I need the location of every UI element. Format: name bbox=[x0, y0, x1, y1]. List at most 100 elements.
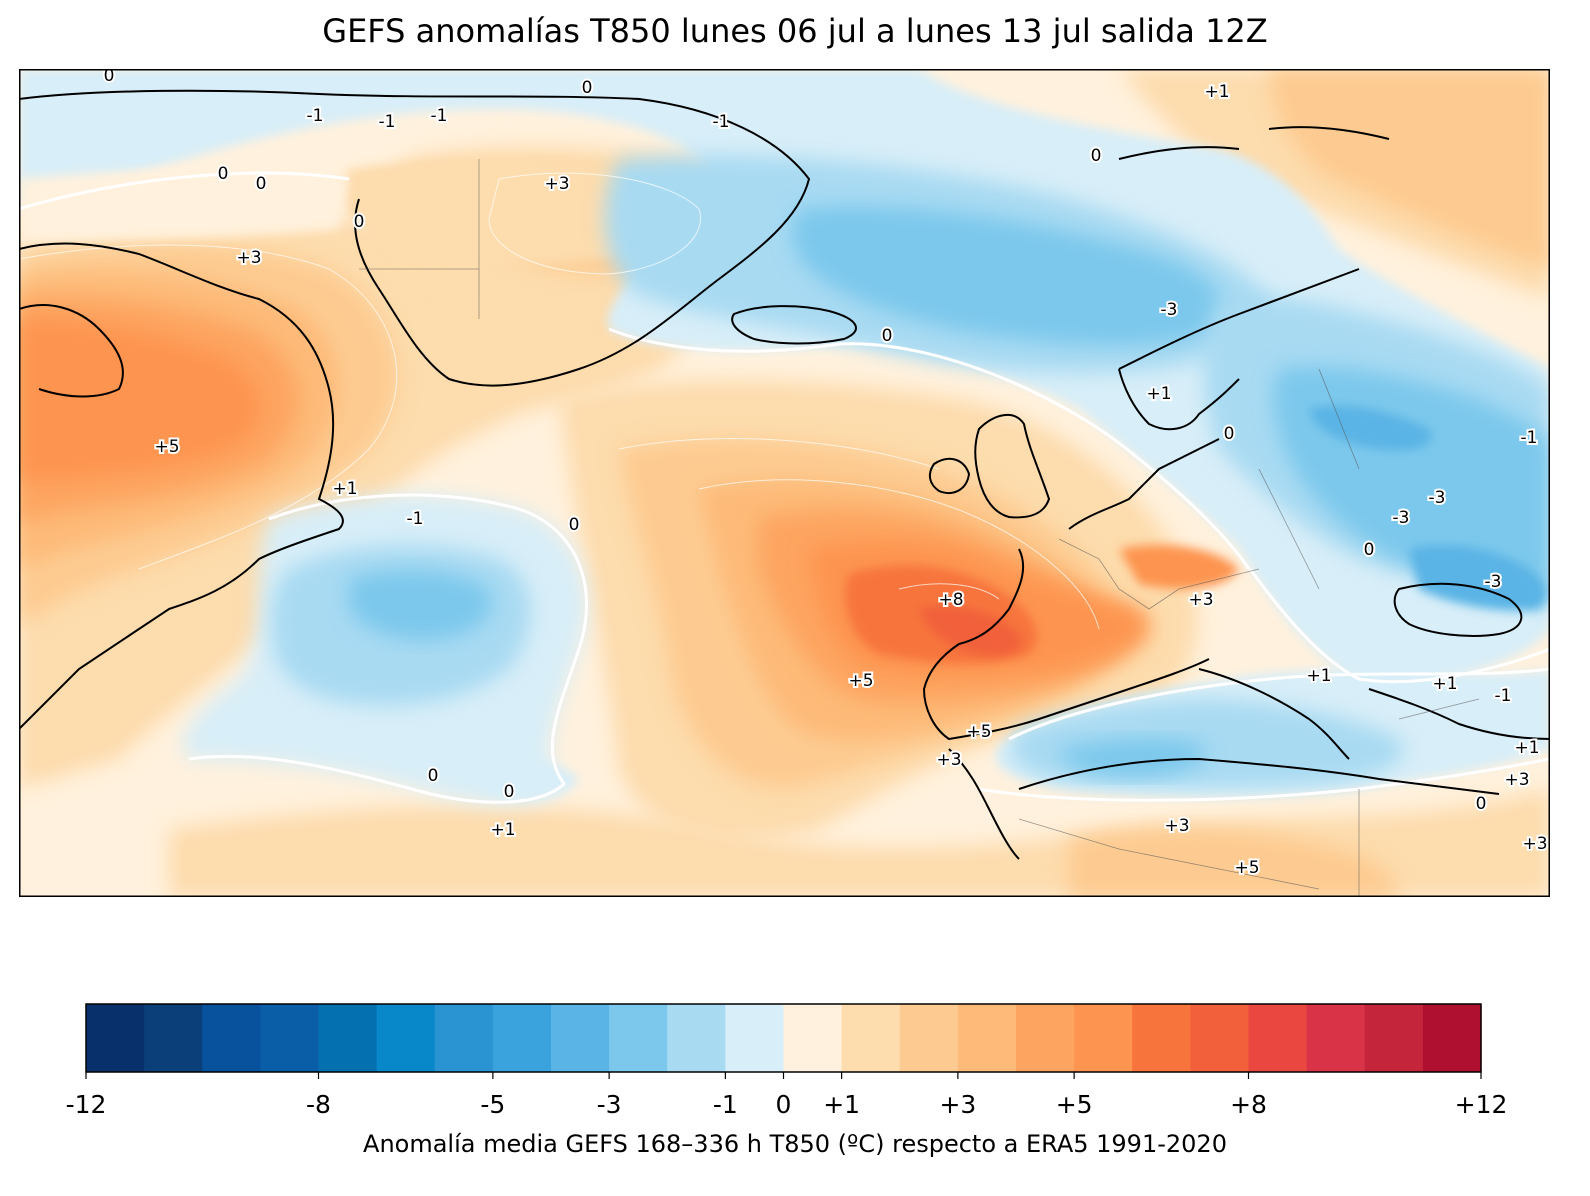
colorbar-bin bbox=[1074, 1004, 1133, 1072]
ireland-coast bbox=[928, 457, 971, 494]
colorbar-bin bbox=[609, 1004, 668, 1072]
colorbar-bin bbox=[144, 1004, 203, 1072]
contour-label: -1 bbox=[713, 112, 730, 132]
colorbar-bin bbox=[1016, 1004, 1075, 1072]
colorbar-bin bbox=[318, 1004, 378, 1072]
cold-anomaly-fields bbox=[19, 69, 1550, 804]
colorbar-bin bbox=[783, 1004, 843, 1072]
mediterranean-coast bbox=[1198, 668, 1550, 760]
contour-label: +5 bbox=[848, 671, 873, 691]
colorbar-bin bbox=[202, 1004, 261, 1072]
greenland-coast bbox=[19, 89, 811, 387]
colorbar-tick-labels: -12 -8 -5 -3 -1 0 +1 +3 +5 +8 +12 bbox=[0, 1090, 1590, 1130]
coastlines bbox=[19, 89, 1550, 860]
colorbar-bin bbox=[1306, 1004, 1366, 1072]
colorbar-bin bbox=[1190, 1004, 1250, 1072]
contour-label: +5 bbox=[154, 437, 179, 457]
country-borders bbox=[359, 159, 1480, 897]
contour-label: -1 bbox=[1521, 428, 1538, 448]
contour-label: +8 bbox=[938, 590, 963, 610]
colorbar-bin bbox=[434, 1004, 494, 1072]
colorbar-tick-label: -1 bbox=[712, 1090, 738, 1119]
contour-label: +1 bbox=[1146, 384, 1171, 404]
contour-label: 0 bbox=[882, 326, 893, 346]
colorbar-bin bbox=[899, 1004, 959, 1072]
colorbar-bins bbox=[86, 1004, 1482, 1072]
europe-west-coast bbox=[922, 438, 1220, 741]
colorbar-bin bbox=[1132, 1004, 1191, 1072]
colorbar-bin bbox=[957, 1004, 1017, 1072]
scandinavia-coast bbox=[1118, 268, 1360, 431]
colorbar-bin bbox=[1422, 1004, 1482, 1072]
contour-label: +5 bbox=[966, 722, 991, 742]
colorbar-tick-label: +3 bbox=[939, 1090, 977, 1119]
contour-label: 0 bbox=[1224, 424, 1235, 444]
contour-label: +1 bbox=[332, 479, 357, 499]
contour-label: +1 bbox=[1306, 666, 1331, 686]
colorbar-label: Anomalía media GEFS 168–336 h T850 (ºC) … bbox=[363, 1130, 1227, 1158]
colorbar-bin bbox=[1364, 1004, 1424, 1072]
arctic-islands bbox=[1118, 126, 1390, 160]
colorbar-tickmarks bbox=[85, 1072, 1482, 1079]
iceland-coast bbox=[731, 305, 857, 345]
contour-label: +3 bbox=[1164, 816, 1189, 836]
contour-label: +5 bbox=[1234, 858, 1259, 878]
colorbar-tick-label: -3 bbox=[596, 1090, 622, 1119]
map-frame bbox=[19, 69, 1550, 897]
colorbar-bin bbox=[86, 1004, 145, 1072]
contour-label: -1 bbox=[307, 106, 324, 126]
colorbar-bin bbox=[667, 1004, 726, 1072]
colorbar-tick-label: -12 bbox=[65, 1090, 107, 1119]
contour-label: +3 bbox=[1504, 770, 1529, 790]
contour-label: 0 bbox=[256, 174, 267, 194]
colorbar-tick-label: +5 bbox=[1055, 1090, 1093, 1119]
contour-label: 0 bbox=[428, 766, 439, 786]
colorbar-bin bbox=[492, 1004, 552, 1072]
colorbar-tick-label: -5 bbox=[480, 1090, 506, 1119]
north-america-coast bbox=[19, 242, 344, 730]
colorbar-tick-label: +12 bbox=[1454, 1090, 1508, 1119]
contour-label: -1 bbox=[379, 112, 396, 132]
contour-label: 0 bbox=[582, 78, 593, 98]
colorbar-tick-label: -8 bbox=[306, 1090, 331, 1119]
hudson-coast bbox=[19, 304, 124, 398]
contour-label: +3 bbox=[236, 248, 261, 268]
contour-label: 0 bbox=[1091, 146, 1102, 166]
colorbar-tick-label: +1 bbox=[823, 1090, 861, 1119]
contour-label: -1 bbox=[1495, 686, 1512, 706]
contour-label: +1 bbox=[1514, 738, 1539, 758]
minor-contours bbox=[19, 172, 1100, 630]
contour-label: +3 bbox=[544, 174, 569, 194]
contour-label: -3 bbox=[1161, 300, 1178, 320]
contour-label: +1 bbox=[1204, 82, 1229, 102]
contour-label: 0 bbox=[354, 212, 365, 232]
contour-label: +3 bbox=[936, 750, 961, 770]
zero-contours bbox=[19, 171, 1550, 804]
chart-title: GEFS anomalías T850 lunes 06 jul a lunes… bbox=[322, 12, 1268, 50]
contour-label: -3 bbox=[1393, 508, 1410, 528]
anomaly-map: 0 0 +1 -1 -1 -1 -1 0 0 0 +3 0 +3 0 -3 +1… bbox=[19, 69, 1550, 897]
contour-label: 0 bbox=[218, 164, 229, 184]
colorbar-bin bbox=[725, 1004, 785, 1072]
colorbar-tick-label: +8 bbox=[1230, 1090, 1267, 1119]
colorbar-bin bbox=[841, 1004, 901, 1072]
contour-label: +1 bbox=[1432, 674, 1457, 694]
colorbar-tick-label: 0 bbox=[775, 1090, 792, 1119]
contour-label: +1 bbox=[490, 820, 515, 840]
warm-anomaly-fields bbox=[19, 69, 1550, 897]
contour-label: 0 bbox=[569, 515, 580, 535]
contour-label: -1 bbox=[431, 106, 448, 126]
colorbar-bin bbox=[1248, 1004, 1308, 1072]
colorbar bbox=[0, 990, 1590, 1190]
colorbar-bin bbox=[260, 1004, 320, 1072]
contour-label: 0 bbox=[1476, 794, 1487, 814]
contour-label: +3 bbox=[1522, 834, 1547, 854]
black-sea-coast bbox=[1393, 582, 1523, 637]
colorbar-bin bbox=[551, 1004, 610, 1072]
contour-label: 0 bbox=[1364, 540, 1375, 560]
contour-label: 0 bbox=[104, 69, 115, 86]
britain-coast bbox=[974, 414, 1051, 519]
contour-labels: 0 0 +1 -1 -1 -1 -1 0 0 0 +3 0 +3 0 -3 +1… bbox=[102, 69, 1550, 880]
contour-label: -3 bbox=[1429, 488, 1446, 508]
contour-label: 0 bbox=[504, 782, 515, 802]
